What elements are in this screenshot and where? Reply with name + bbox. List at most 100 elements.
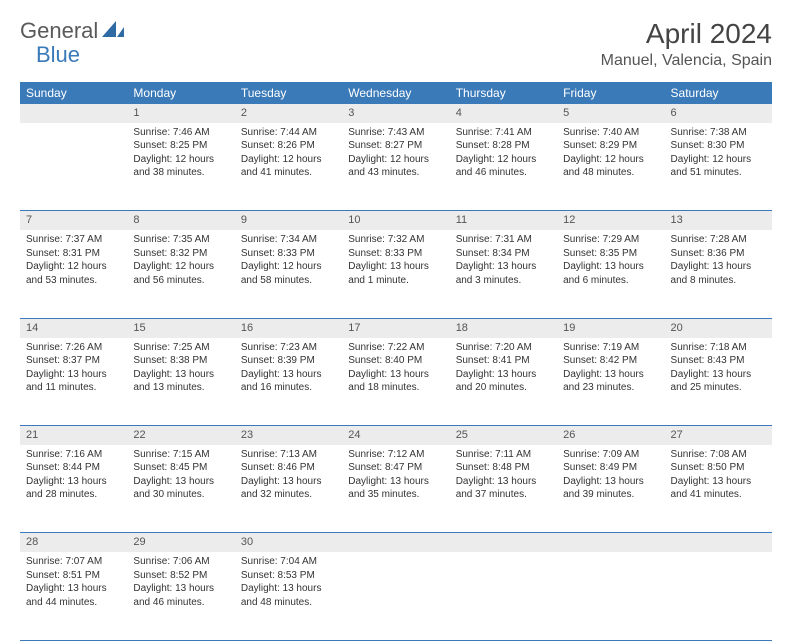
day-detail-text: Sunrise: 7:07 AMSunset: 8:51 PMDaylight:… (20, 552, 127, 615)
weekday-header: Saturday (665, 82, 772, 104)
day-content-row: Sunrise: 7:07 AMSunset: 8:51 PMDaylight:… (20, 552, 772, 640)
header: General April 2024 Manuel, Valencia, Spa… (20, 18, 772, 70)
day-number-row: 14151617181920 (20, 318, 772, 337)
day-number-cell: 11 (450, 211, 557, 230)
day-content-cell: Sunrise: 7:29 AMSunset: 8:35 PMDaylight:… (557, 230, 664, 318)
day-detail-text (450, 552, 557, 561)
day-content-cell: Sunrise: 7:46 AMSunset: 8:25 PMDaylight:… (127, 123, 234, 211)
day-content-cell: Sunrise: 7:08 AMSunset: 8:50 PMDaylight:… (665, 445, 772, 533)
calendar-table: Sunday Monday Tuesday Wednesday Thursday… (20, 82, 772, 641)
day-number-cell: 1 (127, 104, 234, 123)
day-number-row: 21222324252627 (20, 426, 772, 445)
day-number-cell: 22 (127, 426, 234, 445)
day-content-cell (20, 123, 127, 211)
day-content-cell: Sunrise: 7:07 AMSunset: 8:51 PMDaylight:… (20, 552, 127, 640)
logo-text-blue: Blue (36, 42, 80, 67)
day-content-cell: Sunrise: 7:38 AMSunset: 8:30 PMDaylight:… (665, 123, 772, 211)
location-text: Manuel, Valencia, Spain (601, 52, 772, 70)
day-detail-text: Sunrise: 7:13 AMSunset: 8:46 PMDaylight:… (235, 445, 342, 508)
day-detail-text: Sunrise: 7:11 AMSunset: 8:48 PMDaylight:… (450, 445, 557, 508)
day-content-cell: Sunrise: 7:06 AMSunset: 8:52 PMDaylight:… (127, 552, 234, 640)
day-detail-text: Sunrise: 7:08 AMSunset: 8:50 PMDaylight:… (665, 445, 772, 508)
logo-text-blue-wrap: Blue (36, 42, 80, 68)
day-number-cell: 18 (450, 318, 557, 337)
day-content-cell: Sunrise: 7:20 AMSunset: 8:41 PMDaylight:… (450, 338, 557, 426)
day-content-cell: Sunrise: 7:15 AMSunset: 8:45 PMDaylight:… (127, 445, 234, 533)
day-content-cell: Sunrise: 7:41 AMSunset: 8:28 PMDaylight:… (450, 123, 557, 211)
weekday-header: Monday (127, 82, 234, 104)
day-content-cell: Sunrise: 7:04 AMSunset: 8:53 PMDaylight:… (235, 552, 342, 640)
day-content-cell: Sunrise: 7:25 AMSunset: 8:38 PMDaylight:… (127, 338, 234, 426)
day-content-cell: Sunrise: 7:22 AMSunset: 8:40 PMDaylight:… (342, 338, 449, 426)
day-number-cell (450, 533, 557, 552)
day-content-row: Sunrise: 7:46 AMSunset: 8:25 PMDaylight:… (20, 123, 772, 211)
day-content-cell: Sunrise: 7:43 AMSunset: 8:27 PMDaylight:… (342, 123, 449, 211)
day-detail-text: Sunrise: 7:41 AMSunset: 8:28 PMDaylight:… (450, 123, 557, 186)
day-number-cell: 26 (557, 426, 664, 445)
weekday-header: Thursday (450, 82, 557, 104)
day-number-cell: 12 (557, 211, 664, 230)
calendar-body: 123456Sunrise: 7:46 AMSunset: 8:25 PMDay… (20, 104, 772, 640)
day-content-row: Sunrise: 7:37 AMSunset: 8:31 PMDaylight:… (20, 230, 772, 318)
day-number-cell: 3 (342, 104, 449, 123)
day-detail-text (20, 123, 127, 132)
day-detail-text: Sunrise: 7:38 AMSunset: 8:30 PMDaylight:… (665, 123, 772, 186)
day-content-cell: Sunrise: 7:34 AMSunset: 8:33 PMDaylight:… (235, 230, 342, 318)
day-detail-text: Sunrise: 7:23 AMSunset: 8:39 PMDaylight:… (235, 338, 342, 401)
day-number-cell (20, 104, 127, 123)
day-number-cell (665, 533, 772, 552)
day-content-cell: Sunrise: 7:37 AMSunset: 8:31 PMDaylight:… (20, 230, 127, 318)
weekday-header: Sunday (20, 82, 127, 104)
day-detail-text: Sunrise: 7:04 AMSunset: 8:53 PMDaylight:… (235, 552, 342, 615)
day-detail-text: Sunrise: 7:34 AMSunset: 8:33 PMDaylight:… (235, 230, 342, 293)
title-block: April 2024 Manuel, Valencia, Spain (601, 18, 772, 70)
day-number-cell: 25 (450, 426, 557, 445)
day-content-cell: Sunrise: 7:35 AMSunset: 8:32 PMDaylight:… (127, 230, 234, 318)
weekday-header: Tuesday (235, 82, 342, 104)
day-number-cell: 7 (20, 211, 127, 230)
day-number-cell: 4 (450, 104, 557, 123)
day-number-cell: 15 (127, 318, 234, 337)
day-number-cell: 28 (20, 533, 127, 552)
day-number-cell: 16 (235, 318, 342, 337)
day-number-cell (557, 533, 664, 552)
day-detail-text: Sunrise: 7:20 AMSunset: 8:41 PMDaylight:… (450, 338, 557, 401)
day-number-cell: 30 (235, 533, 342, 552)
day-number-cell: 8 (127, 211, 234, 230)
day-content-cell: Sunrise: 7:44 AMSunset: 8:26 PMDaylight:… (235, 123, 342, 211)
day-number-cell (342, 533, 449, 552)
day-number-cell: 19 (557, 318, 664, 337)
day-content-cell: Sunrise: 7:26 AMSunset: 8:37 PMDaylight:… (20, 338, 127, 426)
day-content-cell: Sunrise: 7:40 AMSunset: 8:29 PMDaylight:… (557, 123, 664, 211)
day-number-cell: 27 (665, 426, 772, 445)
day-number-row: 282930 (20, 533, 772, 552)
day-content-cell: Sunrise: 7:31 AMSunset: 8:34 PMDaylight:… (450, 230, 557, 318)
day-content-cell: Sunrise: 7:18 AMSunset: 8:43 PMDaylight:… (665, 338, 772, 426)
day-content-cell: Sunrise: 7:12 AMSunset: 8:47 PMDaylight:… (342, 445, 449, 533)
logo: General (20, 18, 126, 44)
day-content-cell: Sunrise: 7:13 AMSunset: 8:46 PMDaylight:… (235, 445, 342, 533)
day-content-cell: Sunrise: 7:19 AMSunset: 8:42 PMDaylight:… (557, 338, 664, 426)
weekday-header: Friday (557, 82, 664, 104)
day-number-cell: 10 (342, 211, 449, 230)
day-content-row: Sunrise: 7:16 AMSunset: 8:44 PMDaylight:… (20, 445, 772, 533)
weekday-header: Wednesday (342, 82, 449, 104)
day-detail-text: Sunrise: 7:12 AMSunset: 8:47 PMDaylight:… (342, 445, 449, 508)
day-number-cell: 17 (342, 318, 449, 337)
day-number-cell: 20 (665, 318, 772, 337)
day-detail-text: Sunrise: 7:31 AMSunset: 8:34 PMDaylight:… (450, 230, 557, 293)
day-detail-text: Sunrise: 7:16 AMSunset: 8:44 PMDaylight:… (20, 445, 127, 508)
day-number-cell: 24 (342, 426, 449, 445)
day-detail-text (342, 552, 449, 561)
day-content-cell: Sunrise: 7:23 AMSunset: 8:39 PMDaylight:… (235, 338, 342, 426)
day-number-cell: 21 (20, 426, 127, 445)
day-content-cell (665, 552, 772, 640)
day-number-cell: 2 (235, 104, 342, 123)
day-number-row: 123456 (20, 104, 772, 123)
day-detail-text: Sunrise: 7:46 AMSunset: 8:25 PMDaylight:… (127, 123, 234, 186)
calendar-header-row: Sunday Monday Tuesday Wednesday Thursday… (20, 82, 772, 104)
day-content-cell: Sunrise: 7:09 AMSunset: 8:49 PMDaylight:… (557, 445, 664, 533)
day-detail-text: Sunrise: 7:43 AMSunset: 8:27 PMDaylight:… (342, 123, 449, 186)
day-detail-text: Sunrise: 7:18 AMSunset: 8:43 PMDaylight:… (665, 338, 772, 401)
day-detail-text: Sunrise: 7:40 AMSunset: 8:29 PMDaylight:… (557, 123, 664, 186)
